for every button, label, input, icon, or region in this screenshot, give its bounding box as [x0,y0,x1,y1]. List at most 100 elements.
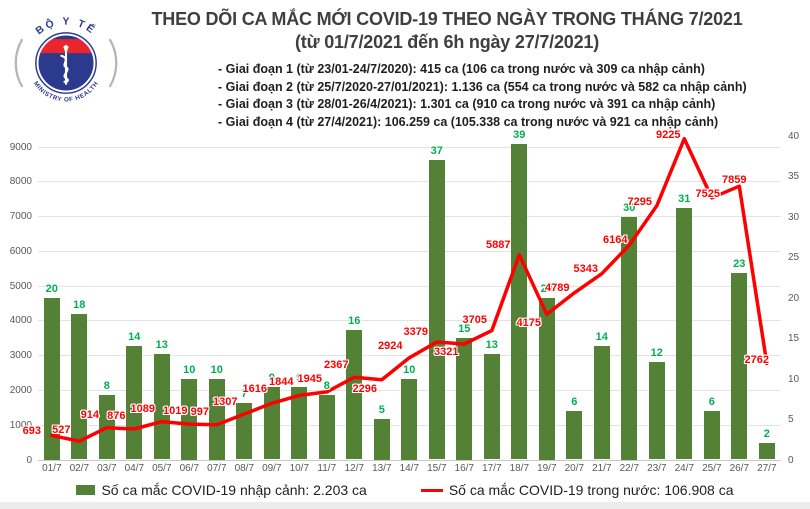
x-axis-label: 01/7 [42,463,62,474]
x-axis-label: 11/7 [317,463,337,474]
bar-value-label: 18 [73,298,86,311]
x-axis-label: 06/7 [179,463,200,474]
line-value-label: 1844 [269,376,294,389]
y-axis-left-tick: 5000 [9,280,32,292]
x-axis-label: 10/7 [289,463,310,474]
phase-1-line: - Giai đoạn 1 (từ 23/01-24/7/2020): 415 … [218,62,705,76]
x-axis-label: 13/7 [372,463,392,474]
line-value-label: 3321 [434,346,459,358]
x-axis-label: 23/7 [647,463,667,474]
y-axis-right-tick: 20 [788,292,800,304]
y-axis-left-tick: 0 [26,454,32,466]
y-axis-right-tick: 0 [788,454,794,466]
y-axis-left-tick: 7000 [9,211,32,223]
bar-27/7 [758,443,775,460]
bar-value-label: 31 [678,193,691,206]
legend-domestic-label: Số ca mắc COVID-19 trong nước: 106.908 c… [448,482,734,498]
y-axis-right-tick: 35 [788,171,800,182]
x-axis-label: 07/7 [207,463,227,474]
bar-value-label: 6 [571,395,578,408]
y-axis-right-tick: 25 [788,252,800,263]
bar-value-label: 8 [103,379,110,392]
page-subtitle: (từ 01/7/2021 đến 6h ngày 27/7/2021) [295,32,599,52]
x-axis-label: 05/7 [152,463,172,474]
bar-value-label: 23 [733,258,746,271]
x-axis-label: 27/7 [757,463,777,474]
bar-value-label: 13 [155,339,168,352]
line-value-label: 1307 [213,396,238,408]
line-value-label: 5343 [573,262,599,275]
bar-value-label: 5 [378,404,385,416]
line-value-label: 2296 [352,382,378,395]
line-value-label: 1089 [130,402,156,415]
line-value-label: 3379 [403,326,429,338]
bar-value-label: 30 [623,201,636,214]
y-axis-right-tick: 40 [788,130,800,142]
line-value-label: 2367 [324,359,349,372]
bar-value-label: 16 [348,314,361,327]
x-axis-label: 25/7 [702,463,722,474]
line-value-label: 876 [107,410,126,422]
ministry-of-health-logo: BỘ Y TẾ MINISTRY OF HEALTH ★ [14,16,118,104]
logo-right-laurel [108,38,118,88]
y-axis-left-tick: 6000 [9,245,32,257]
phase-summary-list: - Giai đoạn 1 (từ 23/01-24/7/2020): 415 … [218,61,747,131]
bar-value-label: 2 [763,428,770,441]
x-axis-label: 03/7 [97,463,117,474]
line-value-label: 5887 [486,238,511,251]
gridline [38,459,781,461]
logo-left-laurel [14,38,24,88]
bar-value-label: 14 [128,331,141,344]
logo-asclepius-staff-icon [60,45,69,85]
y-axis-right-tick: 5 [788,414,794,425]
x-axis-label: 08/7 [234,463,255,474]
legend-item-domestic: Số ca mắc COVID-19 trong nước: 106.908 c… [420,482,734,498]
bar-value-label: 10 [210,363,223,376]
x-axis-label: 22/7 [619,463,640,474]
bar-value-label: 10 [183,363,196,376]
x-axis-label: 19/7 [537,463,557,474]
line-value-label: 1019 [163,405,188,418]
line-value-label: 527 [52,424,71,437]
line-value-label: 9225 [656,128,681,141]
legend-item-imported: Số ca mắc COVID-19 nhập cảnh: 2.203 ca [76,482,367,498]
y-axis-left-tick: 8000 [9,176,32,188]
line-series-swatch [420,488,443,492]
line-value-label: 3705 [462,313,488,326]
x-axis-label: 26/7 [729,463,750,474]
x-axis-label: 02/7 [69,463,90,474]
line-value-label: 997 [190,405,209,418]
line-value-label: 7859 [722,174,747,187]
legend: Số ca mắc COVID-19 nhập cảnh: 2.203 ca S… [0,482,810,498]
x-axis-label: 24/7 [674,463,695,474]
y-axis-left-tick: 2000 [9,384,32,396]
x-axis-label: 21/7 [592,463,612,474]
line-value-label: 914 [80,408,99,421]
x-axis-label: 04/7 [124,463,145,474]
page-title: THEO DÕI CA MẮC MỚI COVID-19 THEO NGÀY T… [151,9,743,29]
phase-3-line: - Giai đoạn 3 (từ 28/01-26/4/2021): 1.30… [218,97,716,111]
y-axis-right-tick: 30 [788,211,800,223]
bar-value-label: 15 [458,323,471,335]
logo-disc-outer-ring [35,32,97,94]
bar-value-label: 6 [708,395,715,408]
x-axis-label: 20/7 [564,463,585,474]
line-value-label: 693 [22,425,41,438]
y-axis-left-tick: 9000 [9,141,32,153]
bar-value-label: 7 [241,387,248,400]
phase-2-line: - Giai đoạn 2 (từ 25/7/2020-27/01/2021):… [218,79,747,94]
y-axis-left-tick: 3000 [9,350,32,362]
line-value-label: 1945 [297,372,323,385]
line-value-label: 2762 [744,354,770,367]
bar-value-label: 9 [268,371,275,384]
bar-value-label: 10 [403,363,416,376]
line-value-label: 1616 [242,383,268,396]
x-axis-label: 15/7 [427,463,447,474]
line-value-label: 4175 [516,317,542,330]
x-axis-label: 17/7 [482,463,502,474]
line-value-label: 4789 [545,281,570,294]
x-axis-label: 12/7 [344,463,365,474]
bar-value-label: 9 [296,371,303,384]
x-axis-label: 09/7 [262,463,282,474]
